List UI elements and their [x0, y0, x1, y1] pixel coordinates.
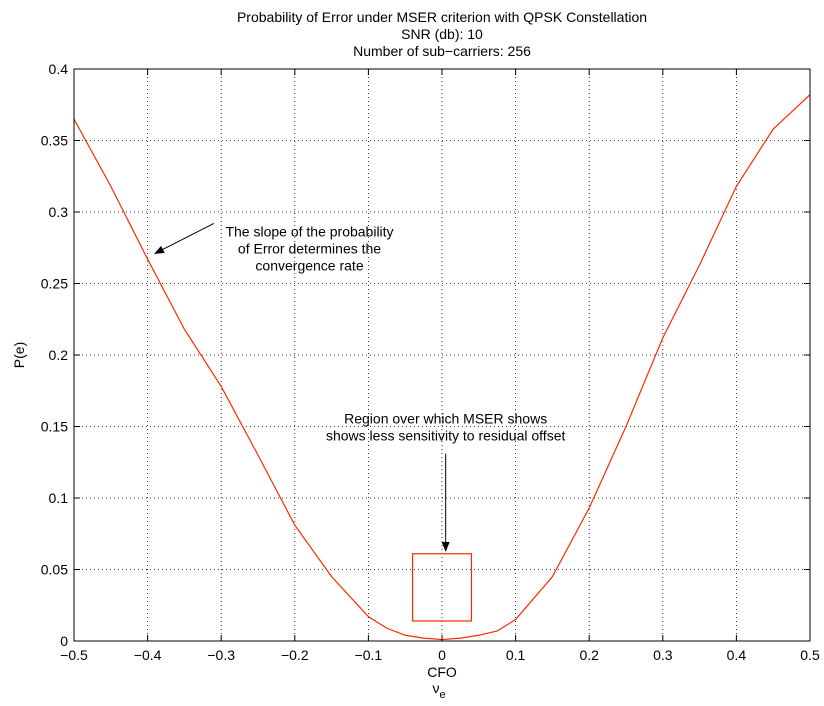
- x-tick-label: 0.1: [506, 647, 526, 663]
- x-axis-symbol: ν: [432, 680, 439, 696]
- y-tick-label: 0.05: [41, 562, 68, 578]
- y-tick-label: 0.15: [41, 419, 68, 435]
- y-tick-label: 0.2: [49, 347, 69, 363]
- title-line-3: Number of sub−carriers: 256: [353, 43, 531, 59]
- title-line-1: Probability of Error under MSER criterio…: [237, 9, 647, 25]
- y-tick-label: 0.3: [49, 204, 69, 220]
- x-axis-label: CFO: [427, 664, 457, 680]
- highlight-region-box: [411, 553, 473, 622]
- y-tick-label: 0: [60, 633, 68, 649]
- y-axis-label: P(e): [11, 342, 27, 368]
- y-tick-label: 0.35: [41, 133, 68, 149]
- x-axis-symbol-label: νe: [432, 680, 445, 701]
- annotation-1-line-2: of Error determines the: [238, 240, 381, 256]
- x-tick-label: −0.1: [355, 647, 383, 663]
- chart-title: Probability of Error under MSER criterio…: [237, 9, 647, 59]
- x-tick-labels: −0.5 −0.4 −0.3 −0.2 −0.1 0 0.1 0.2 0.3 0.4 0.5: [60, 647, 820, 663]
- x-tick-label: −0.5: [60, 647, 88, 663]
- x-tick-label: 0.5: [800, 647, 820, 663]
- x-tick-label: 0.4: [727, 647, 747, 663]
- y-tick-labels: 0 0.05 0.1 0.15 0.2 0.25 0.3 0.35 0.4: [41, 61, 68, 649]
- y-tick-label: 0.25: [41, 276, 68, 292]
- title-line-2: SNR (db): 10: [401, 26, 483, 42]
- x-tick-label: −0.4: [134, 647, 162, 663]
- annotation-2-line-1: Region over which MSER shows: [344, 411, 547, 427]
- annotation-2-line-2: shows less sensitivity to residual offse…: [326, 428, 566, 444]
- x-tick-label: 0.2: [579, 647, 599, 663]
- annotation-1-line-3: convergence rate: [255, 257, 363, 273]
- y-tick-label: 0.1: [49, 490, 69, 506]
- x-tick-label: −0.2: [281, 647, 309, 663]
- x-tick-label: 0.3: [653, 647, 673, 663]
- x-tick-label: 0: [438, 647, 446, 663]
- x-tick-label: −0.3: [207, 647, 235, 663]
- x-axis-subscript: e: [439, 689, 445, 701]
- y-tick-label: 0.4: [49, 61, 69, 77]
- annotation-1-line-1: The slope of the probability: [225, 223, 393, 239]
- ticks: [73, 68, 811, 642]
- annotation-arrow-1: [154, 222, 215, 254]
